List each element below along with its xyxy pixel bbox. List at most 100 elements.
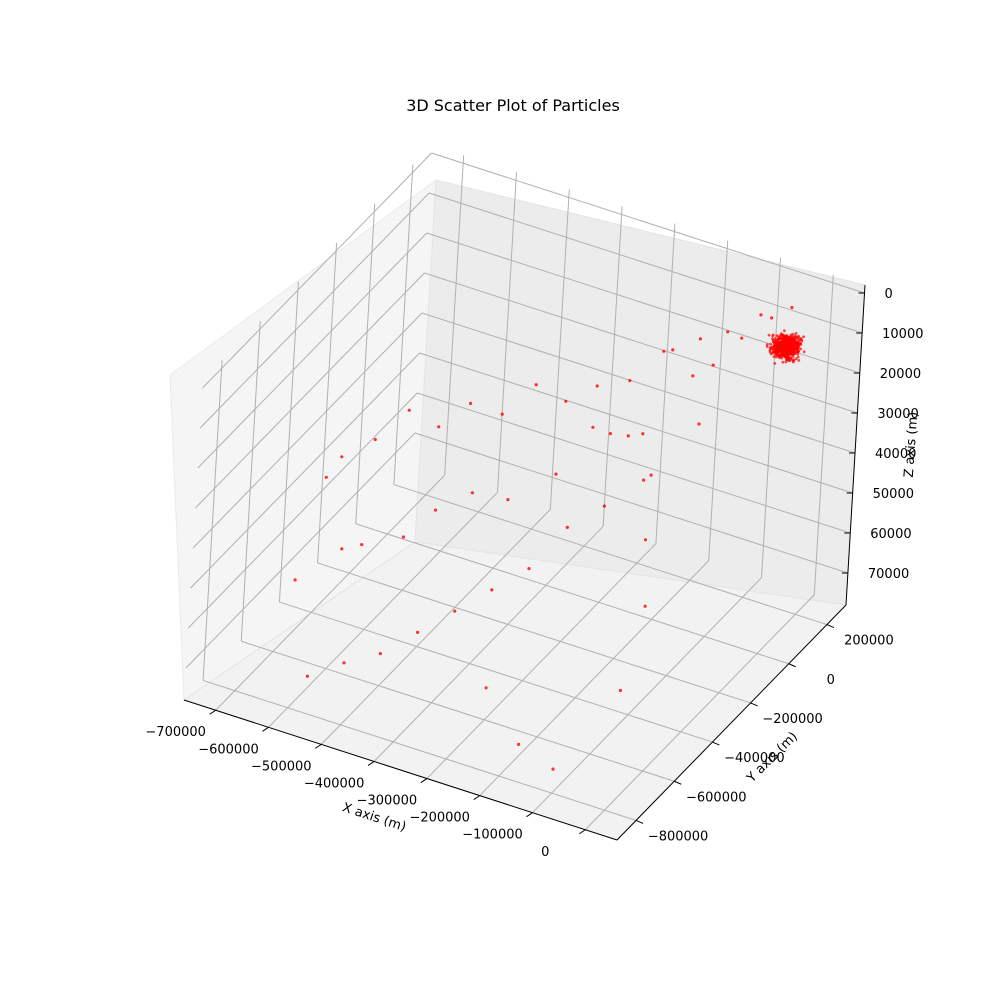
particle-point <box>373 437 377 442</box>
particle-point <box>782 351 785 354</box>
particle-point <box>785 358 788 362</box>
z-gridline-left <box>187 392 418 629</box>
grid-lines <box>185 152 865 831</box>
x-tick <box>315 743 322 749</box>
z-gridline-left <box>197 232 428 469</box>
x-tick-label: −600000 <box>198 742 259 757</box>
z-tick-label: 30000 <box>877 407 918 422</box>
x-tick-label: −300000 <box>357 794 418 809</box>
x-tick-label: −200000 <box>409 811 470 826</box>
particle-point <box>591 425 595 429</box>
particle-point <box>796 352 800 356</box>
particle-point <box>697 422 701 426</box>
z-gridline <box>428 192 863 334</box>
particle-point <box>305 674 309 678</box>
particle-point <box>781 338 785 342</box>
y-tick <box>674 780 682 785</box>
particle-point <box>662 349 666 353</box>
particle-point <box>792 345 795 349</box>
x-tick <box>209 709 216 715</box>
particle-point <box>802 335 805 339</box>
particle-point <box>790 341 793 344</box>
particle-point <box>490 588 494 592</box>
x-tick <box>420 778 428 783</box>
particle-point <box>769 352 773 356</box>
z-tick-label: 40000 <box>875 447 916 462</box>
x-gridline <box>215 474 446 711</box>
particle-point <box>787 349 791 353</box>
particle-point <box>794 332 798 335</box>
particle-point <box>774 348 778 352</box>
particle-point <box>759 313 763 317</box>
y-tick <box>635 819 644 824</box>
z-gridline <box>419 352 853 494</box>
particle-point <box>401 535 405 539</box>
particle-point <box>794 357 798 360</box>
x-gridline <box>373 526 604 762</box>
z-gridline-left <box>192 312 423 549</box>
particle-point <box>770 316 774 320</box>
particle-point <box>433 508 438 512</box>
y-tick-label: −400000 <box>724 751 785 766</box>
particle-point <box>407 408 411 412</box>
y-gridline-left <box>202 360 223 681</box>
y-gridline <box>317 562 751 704</box>
x-gridline-back <box>444 155 465 476</box>
particle-point <box>802 350 806 354</box>
z-tick-label: 60000 <box>870 527 911 542</box>
particle-point <box>324 475 328 479</box>
z-tick-label: 0 <box>885 287 893 302</box>
particle-point <box>791 338 794 342</box>
x-tick-label: −400000 <box>304 776 365 791</box>
particle-point <box>769 342 772 346</box>
x-tick-label: 0 <box>541 845 549 860</box>
y-tick-label: 0 <box>827 673 835 688</box>
particle-point <box>527 567 531 571</box>
particle-point <box>484 686 488 690</box>
particle-point <box>784 360 788 364</box>
particle-point <box>698 337 703 341</box>
x-gridline <box>479 560 710 796</box>
particle-point <box>775 345 778 349</box>
particle-point <box>774 355 778 359</box>
axis-ticks: −700000 −600000 −500000 −400000 −300000 −2000… <box>145 287 923 860</box>
particle-point <box>416 630 420 635</box>
particle-point <box>787 356 790 360</box>
particle-point <box>628 379 632 383</box>
z-gridline-left <box>190 352 421 589</box>
particle-point <box>797 359 801 362</box>
particle-point <box>785 350 789 354</box>
x-tick-label: −700000 <box>145 725 206 740</box>
particle-point <box>774 339 778 342</box>
particle-point <box>778 334 782 338</box>
z-gridline-left <box>185 432 416 669</box>
particle-point <box>779 332 783 335</box>
particle-point <box>788 359 792 362</box>
particle-point <box>626 434 630 438</box>
y-gridline <box>241 640 675 782</box>
particle-point <box>797 338 801 342</box>
z-tick-label: 10000 <box>882 327 923 342</box>
x-gridline-back <box>549 189 570 510</box>
particle-point <box>799 347 802 351</box>
z-gridline-left <box>199 192 430 429</box>
y-tick-label: −800000 <box>648 829 709 844</box>
x-gridline <box>268 491 498 728</box>
y-gridline <box>393 484 828 626</box>
x-tick <box>579 829 586 835</box>
y-tick-label: −200000 <box>762 712 823 727</box>
x-gridline-back <box>708 240 729 561</box>
particle-point <box>783 329 786 333</box>
particle-point <box>726 330 730 334</box>
x-gridline <box>584 594 815 831</box>
particle-point <box>787 338 791 342</box>
particle-point <box>641 432 645 436</box>
particle-point <box>649 473 653 477</box>
z-gridline <box>421 312 856 454</box>
particle-point <box>780 336 784 340</box>
particle-point <box>776 342 779 346</box>
particle-point <box>799 337 803 340</box>
x-gridline <box>426 543 657 779</box>
